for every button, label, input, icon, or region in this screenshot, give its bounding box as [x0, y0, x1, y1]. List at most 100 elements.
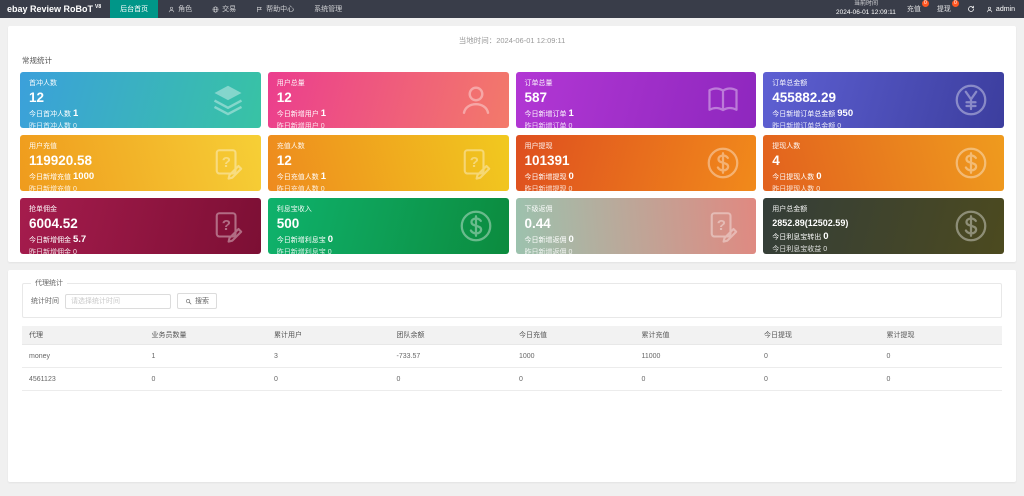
- edit-doc-icon: ?: [210, 208, 246, 244]
- table-cell: money: [22, 344, 145, 368]
- stat-card-2: 订单总量 587 今日新增订单 1 昨日新增订单 0: [515, 72, 757, 128]
- dollar-icon: [705, 145, 741, 181]
- stat-card-yesterday-label: 昨日新增佣金: [29, 249, 71, 254]
- edit-doc-icon: ?: [458, 145, 494, 181]
- stat-card-today-label: 今日提现人数: [772, 173, 815, 181]
- stat-card-today-line: 今日新增订单 1: [525, 108, 748, 119]
- nav-item-4[interactable]: 系统管理: [304, 0, 352, 18]
- user-avatar-icon: [986, 6, 993, 13]
- stat-card-yesterday-line: 昨日新增返佣 0: [525, 247, 748, 254]
- table-row: money 1 3 -733.57 1000 11000 0 0: [22, 344, 1002, 368]
- table-cell: 1000: [512, 344, 635, 368]
- stat-card-yesterday-line: 昨日首冲人数 0: [29, 121, 252, 128]
- user-menu[interactable]: admin: [986, 6, 1015, 13]
- stat-card-0: 首冲人数 12 今日首冲人数 1 昨日首冲人数 0: [20, 72, 261, 128]
- stat-card-value: 12: [276, 152, 292, 168]
- stat-card-value: 455882.29: [772, 89, 837, 105]
- stat-card-title: 订单总量: [524, 80, 553, 87]
- stats-section-title: 常规统计: [22, 56, 52, 65]
- stat-card-today-value: 1000: [73, 170, 95, 182]
- search-button[interactable]: 搜索: [177, 293, 217, 309]
- stat-card-11: 用户总金额 2852.89(12502.59) 今日利息宝转出 0 今日利息宝收益 0: [763, 198, 1004, 254]
- stat-card-title: 抢单佣金: [29, 206, 57, 213]
- stat-card-value: 4: [772, 152, 780, 168]
- agent-legend: 代理统计: [35, 280, 63, 287]
- notification-badge: 0: [951, 0, 959, 7]
- nav-action-1[interactable]: 提现 0: [936, 0, 959, 14]
- stat-card-yesterday-label: 昨日充值人数: [276, 186, 319, 191]
- stat-card-yesterday-line: 今日利息宝收益 0: [772, 244, 995, 254]
- stats-panel: 当地时间：2024-06-01 12:09:11 常规统计 首冲人数 12 今日首冲…: [8, 26, 1016, 262]
- stat-card-value: 0.44: [524, 215, 551, 231]
- stat-card-today-value: 1: [320, 170, 327, 182]
- username: admin: [995, 5, 1015, 13]
- table-cell: 0: [389, 367, 512, 391]
- stat-card-today-value: 1: [320, 107, 327, 119]
- stat-time-input[interactable]: [65, 293, 171, 309]
- nav-action-label: 提现: [936, 6, 951, 13]
- stat-card-value: 12: [29, 89, 45, 105]
- nav-item-0[interactable]: 后台首页: [110, 0, 159, 18]
- table-cell: 0: [144, 367, 267, 391]
- stat-card-3: 订单总金额 455882.29 今日新增订单总金额 950 昨日新增订单总金额 0: [763, 72, 1004, 128]
- table-header-cell: 今日提现: [757, 326, 880, 345]
- nav-item-1[interactable]: 角色: [158, 0, 202, 18]
- stat-card-6: 用户提现 101391 今日新增提现 0 昨日新增提现 0: [515, 135, 757, 191]
- notification-badge: 0: [921, 0, 929, 7]
- nav-actions: 充值 0 提现 0: [907, 0, 959, 14]
- table-header-cell: 累计充值: [634, 326, 757, 345]
- stat-card-today-value: 0: [568, 233, 574, 245]
- stat-card-yesterday-value: 0: [837, 123, 842, 128]
- stat-card-yesterday-label: 昨日首冲人数: [29, 123, 71, 128]
- stat-card-7: 提现人数 4 今日提现人数 0 昨日提现人数 0: [763, 135, 1004, 191]
- nav-item-2[interactable]: 交易: [202, 0, 246, 18]
- nav-right: 当前时间 2024-06-01 12:09:11 充值 0 提现 0 admin: [836, 0, 1024, 18]
- stat-card-yesterday-label: 昨日新增提现: [524, 186, 567, 191]
- stat-card-today-label: 今日新增订单总金额: [772, 110, 836, 118]
- stat-card-today-line: 今日新增返佣 0: [525, 234, 748, 245]
- page-content: 当地时间：2024-06-01 12:09:11 常规统计 首冲人数 12 今日首冲…: [0, 18, 1024, 490]
- refresh-icon[interactable]: [967, 5, 975, 13]
- table-cell: 0: [879, 344, 1002, 368]
- table-cell: 0: [757, 367, 880, 391]
- stat-card-today-label: 今日新增利息宝: [276, 236, 326, 244]
- search-button-label: 搜索: [195, 298, 209, 305]
- stat-card-today-line: 今日充值人数 1: [277, 171, 500, 182]
- dollar-icon: [953, 145, 989, 181]
- stat-card-today-value: 0: [816, 170, 822, 182]
- table-header-cell: 今日充值: [512, 326, 635, 345]
- nav-item-label: 系统管理: [314, 6, 343, 13]
- stat-card-yesterday-label: 昨日新增用户: [276, 123, 319, 128]
- stat-card-yesterday-label: 昨日新增返佣: [524, 249, 567, 254]
- nav-action-0[interactable]: 充值 0: [907, 0, 929, 14]
- stat-card-title: 用户总量: [276, 80, 305, 87]
- stat-card-title: 用户充值: [29, 143, 57, 150]
- table-cell: 0: [512, 367, 635, 391]
- stat-card-yesterday-value: 0: [568, 123, 573, 128]
- stat-card-yesterday-line: 昨日新增提现 0: [525, 184, 748, 191]
- local-time: 当地时间：2024-06-01 12:09:11: [14, 30, 1010, 48]
- table-cell: 0: [879, 367, 1002, 391]
- stat-card-yesterday-value: 0: [73, 123, 77, 128]
- stat-card-yesterday-line: 昨日新增用户 0: [277, 121, 500, 128]
- table-header-cell: 累计提现: [879, 326, 1002, 345]
- stat-card-today-label: 今日新增佣金: [29, 236, 71, 244]
- stat-card-title: 提现人数: [772, 143, 801, 150]
- stat-card-today-value: 0: [327, 233, 334, 245]
- table-row: 4561123 0 0 0 0 0 0 0: [22, 367, 1002, 391]
- stat-card-today-value: 950: [837, 107, 854, 119]
- stat-card-yesterday-line: 昨日新增订单总金额 0: [772, 121, 995, 128]
- stat-card-today-label: 今日新增充值: [29, 173, 71, 181]
- stat-card-today-label: 今日充值人数: [276, 173, 319, 181]
- stat-card-today-label: 今日新增用户: [276, 110, 319, 118]
- layers-icon: [210, 82, 246, 118]
- brand-logo: ebay Review RoBoT V8: [0, 0, 110, 18]
- stat-card-5: 充值人数 12 今日充值人数 1 昨日充值人数 0?: [267, 135, 509, 191]
- edit-doc-icon: ?: [705, 208, 741, 244]
- dollar-icon: [953, 208, 989, 244]
- agent-panel: 代理统计 统计时间 搜索 代理业务员数量累计用户团队余额今日充值累计充值今日提现…: [8, 270, 1016, 482]
- stat-card-today-line: 今日新增利息宝 0: [277, 234, 500, 245]
- stat-card-today-line: 今日新增佣金 5.7: [29, 234, 252, 245]
- nav-item-3[interactable]: 帮助中心: [246, 0, 304, 18]
- brand-version: V8: [95, 4, 102, 10]
